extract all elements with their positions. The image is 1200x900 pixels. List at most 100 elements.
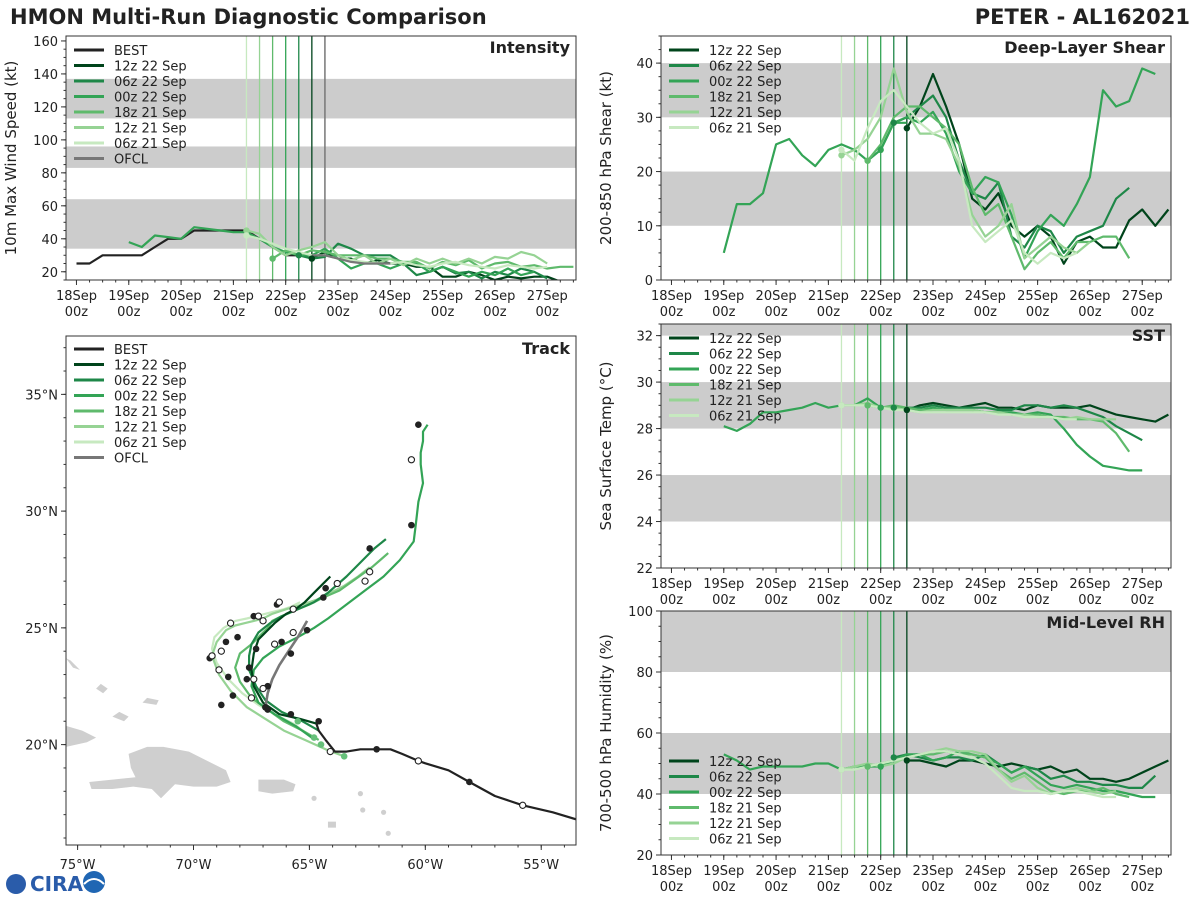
x-tick-label: 75°W [60, 858, 96, 873]
x-tick-day: 21Sep [808, 577, 849, 592]
x-tick-day: 18Sep [651, 577, 692, 592]
track-line-12z-21-sep [210, 566, 371, 758]
x-tick-day: 20Sep [756, 289, 797, 304]
init-point-marker [864, 402, 871, 409]
antilles-island [357, 791, 364, 797]
y-tick-label: 28 [636, 423, 653, 438]
x-tick-hour: 00z [974, 880, 998, 895]
x-tick-day: 24Sep [965, 577, 1006, 592]
x-tick-hour: 00z [1026, 593, 1050, 608]
x-tick-hour: 00z [1078, 880, 1102, 895]
x-tick-hour: 00z [1026, 305, 1050, 320]
y-tick-label: 10 [636, 220, 653, 235]
x-tick-hour: 00z [117, 305, 141, 320]
legend-label: OFCL [114, 452, 149, 467]
legend-label: 06z 21 Sep [709, 122, 782, 137]
x-tick-hour: 00z [326, 305, 350, 320]
init-point-marker [838, 402, 845, 409]
legend-label: 18z 21 Sep [114, 405, 187, 420]
init-point-marker [838, 766, 845, 773]
intensity-panel: 2040608010012014016018Sep00z19Sep00z20Se… [2, 35, 577, 320]
legend-label: 18z 21 Sep [709, 91, 782, 106]
legend-label: 06z 22 Sep [709, 348, 782, 363]
x-tick-hour: 00z [222, 305, 246, 320]
antilles-island [390, 847, 395, 852]
track-fix-open-marker [414, 757, 423, 765]
legend-label: 18z 21 Sep [709, 379, 782, 394]
series-group [76, 226, 574, 280]
track-fix-open-marker [259, 617, 267, 625]
x-tick-day: 23Sep [912, 864, 953, 879]
y-tick-label: 30 [636, 111, 653, 126]
x-tick-hour: 00z [483, 305, 507, 320]
x-tick-day: 25Sep [1017, 577, 1058, 592]
y-tick-label: 100 [33, 134, 58, 149]
x-tick-hour: 00z [764, 305, 788, 320]
y-tick-label: 120 [33, 101, 58, 116]
legend-label: 00z 22 Sep [114, 91, 187, 106]
land-group [66, 658, 395, 852]
track-group [206, 421, 576, 821]
x-tick-day: 27Sep [527, 289, 568, 304]
track-fix-open-marker [519, 801, 527, 809]
inagua-land [112, 711, 129, 722]
x-tick-day: 24Sep [965, 864, 1006, 879]
track-fix-marker [366, 545, 373, 552]
logo-text: CIRA [30, 872, 84, 896]
y-tick-label: 60 [41, 200, 58, 215]
init-point-marker [269, 255, 276, 262]
track-fix-marker [408, 521, 415, 529]
x-tick-hour: 00z [379, 305, 403, 320]
track-panel: 75°W 70°W 65°W 60°W 55°W 20°N 25°N 30°N 35°N Trac… [25, 335, 577, 873]
hispaniola-land [89, 746, 231, 799]
x-tick-hour: 00z [1131, 305, 1155, 320]
init-point-marker [890, 404, 897, 411]
x-tick-day: 25Sep [422, 289, 463, 304]
y-tick-label: 30°N [25, 505, 58, 520]
track-fix-marker [415, 421, 422, 429]
legend-label: 12z 21 Sep [114, 122, 187, 137]
storm-id: PETER - AL162021 [975, 5, 1190, 29]
x-tick-hour: 00z [712, 305, 736, 320]
sst-panel: 22242628303218Sep00z19Sep00z20Sep00z21Se… [597, 323, 1172, 608]
x-tick-hour: 00z [274, 305, 298, 320]
legend-label: 06z 22 Sep [114, 374, 187, 389]
y-tick-label: 20 [636, 849, 653, 864]
legend-label: 06z 22 Sep [114, 75, 187, 90]
track-fix-open-marker [250, 675, 258, 683]
legend-label: 12z 22 Sep [114, 60, 187, 75]
track-fix-marker [252, 645, 260, 653]
track-fix-marker [320, 594, 327, 601]
track-fix-marker [322, 584, 329, 592]
track-line-ofcl [264, 620, 309, 708]
init-point-marker [243, 232, 250, 239]
track-fix-open-marker [270, 640, 279, 648]
series-line-ofcl [311, 254, 391, 265]
threshold-band [661, 171, 1171, 226]
track-fix-open-marker [407, 456, 416, 464]
x-tick-hour: 00z [660, 880, 684, 895]
x-tick-hour: 00z [536, 305, 560, 320]
legend-label: 00z 22 Sep [709, 75, 782, 90]
x-tick-hour: 00z [921, 880, 945, 895]
panel-title: SST [1132, 326, 1165, 345]
init-point-marker [243, 227, 250, 234]
y-tick-label: 80 [41, 167, 58, 182]
track-fix-open-marker [226, 619, 235, 627]
y-tick-label: 80 [636, 666, 653, 681]
x-tick-day: 18Sep [651, 864, 692, 879]
legend-label: 12z 21 Sep [709, 106, 782, 121]
legend-label: 12z 22 Sep [114, 359, 187, 374]
threshold-band [66, 199, 576, 249]
track-fix-open-marker [366, 568, 374, 576]
x-tick-day: 23Sep [912, 577, 953, 592]
threshold-band [661, 475, 1171, 522]
track-line-00z-22-sep [250, 424, 429, 739]
puerto-rico-land [258, 779, 296, 794]
x-tick-day: 26Sep [1069, 577, 1110, 592]
antilles-island [360, 807, 366, 813]
x-tick-day: 26Sep [1069, 289, 1110, 304]
x-tick-day: 27Sep [1122, 289, 1163, 304]
y-axis-label: 10m Max Wind Speed (kt) [2, 61, 20, 256]
x-tick-hour: 00z [817, 880, 841, 895]
